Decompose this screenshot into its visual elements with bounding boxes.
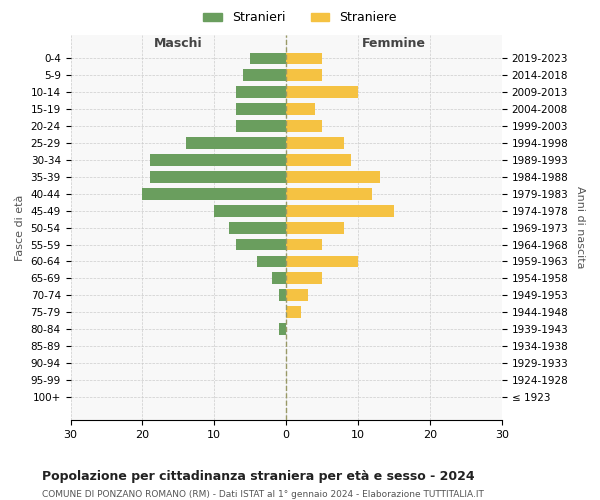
Legend: Stranieri, Straniere: Stranieri, Straniere — [198, 6, 402, 29]
Bar — [279, 290, 286, 301]
Bar — [286, 104, 315, 115]
Bar — [279, 323, 286, 335]
Bar — [286, 86, 358, 98]
Bar — [286, 306, 301, 318]
Text: Maschi: Maschi — [154, 37, 203, 50]
Bar — [286, 272, 322, 284]
Bar — [236, 238, 286, 250]
Text: Popolazione per cittadinanza straniera per età e sesso - 2024: Popolazione per cittadinanza straniera p… — [42, 470, 475, 483]
Bar — [286, 70, 322, 82]
Bar — [286, 137, 344, 149]
Bar — [149, 154, 286, 166]
Bar — [185, 137, 286, 149]
Bar — [250, 52, 286, 64]
Y-axis label: Anni di nascita: Anni di nascita — [575, 186, 585, 269]
Bar — [286, 205, 394, 216]
Bar — [243, 70, 286, 82]
Bar — [149, 171, 286, 183]
Bar — [257, 256, 286, 268]
Bar — [286, 52, 322, 64]
Bar — [286, 222, 344, 234]
Bar — [286, 154, 351, 166]
Bar — [214, 205, 286, 216]
Text: Femmine: Femmine — [362, 37, 426, 50]
Y-axis label: Fasce di età: Fasce di età — [15, 194, 25, 261]
Bar — [286, 120, 322, 132]
Bar — [286, 188, 373, 200]
Bar — [286, 290, 308, 301]
Bar — [286, 238, 322, 250]
Bar — [236, 104, 286, 115]
Bar — [236, 120, 286, 132]
Bar — [272, 272, 286, 284]
Bar — [286, 256, 358, 268]
Bar — [236, 86, 286, 98]
Bar — [229, 222, 286, 234]
Bar — [286, 171, 380, 183]
Text: COMUNE DI PONZANO ROMANO (RM) - Dati ISTAT al 1° gennaio 2024 - Elaborazione TUT: COMUNE DI PONZANO ROMANO (RM) - Dati IST… — [42, 490, 484, 499]
Bar — [142, 188, 286, 200]
